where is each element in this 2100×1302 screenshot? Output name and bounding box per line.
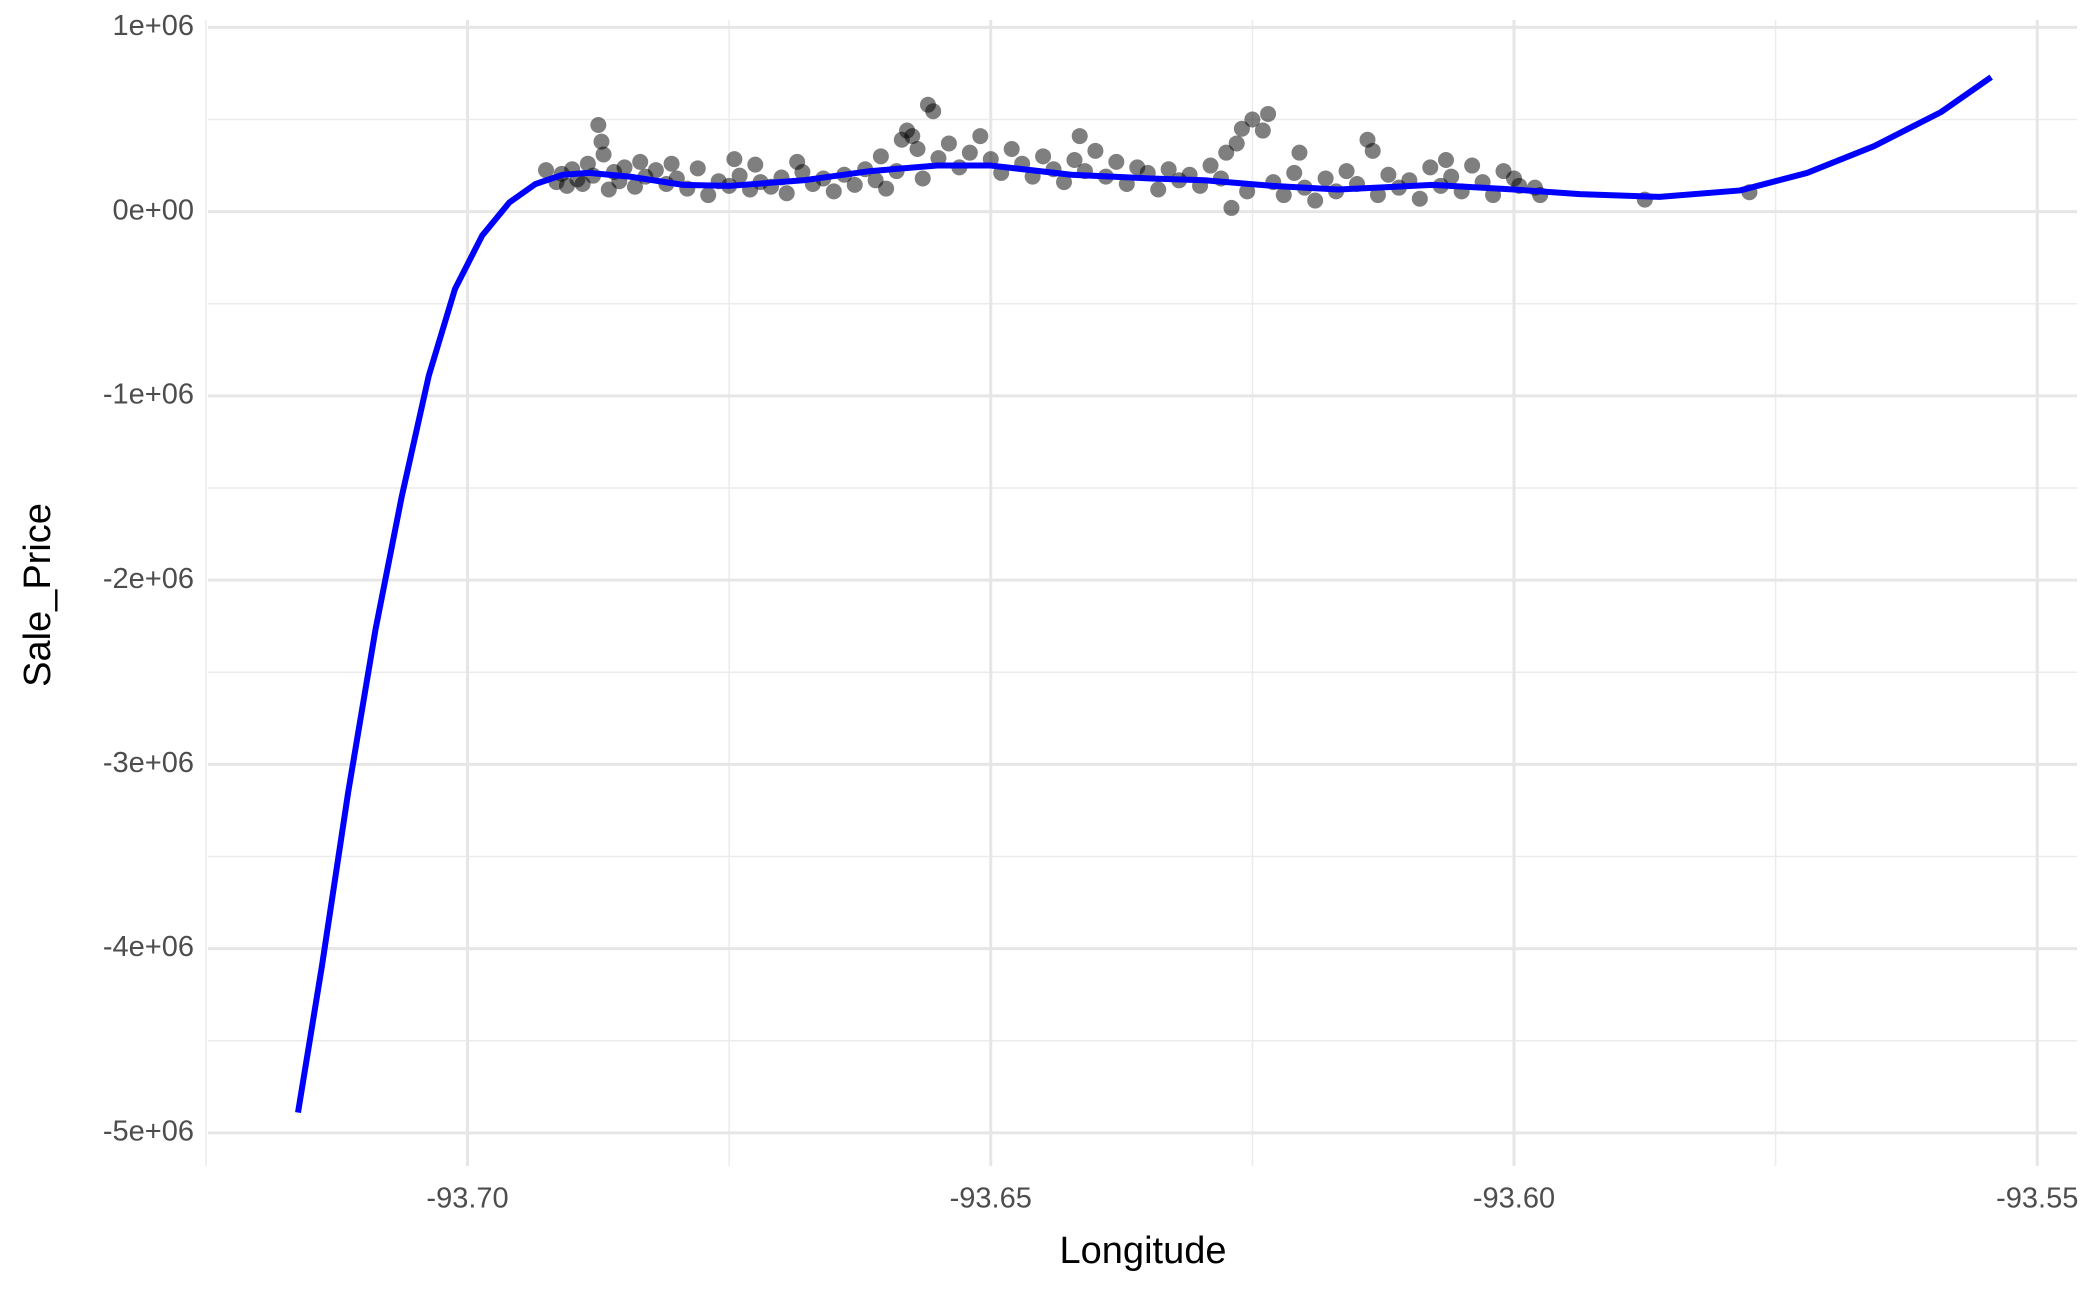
point	[1254, 122, 1271, 139]
point	[689, 160, 706, 177]
point	[1056, 174, 1073, 191]
point	[1202, 157, 1219, 174]
point	[731, 167, 748, 184]
grid	[205, 20, 2077, 1166]
point	[872, 148, 889, 165]
point	[1275, 187, 1292, 204]
point	[590, 117, 607, 134]
point	[1286, 164, 1303, 181]
point	[1437, 152, 1454, 169]
point	[794, 164, 811, 181]
point	[878, 180, 895, 197]
y-axis-title: Sale_Price	[17, 503, 59, 687]
point	[1338, 163, 1355, 180]
marks	[295, 74, 1993, 1114]
point	[1369, 187, 1386, 204]
x-tick-label: -93.60	[1473, 1183, 1555, 1215]
point	[1244, 111, 1261, 128]
point	[1260, 105, 1277, 122]
point	[1087, 142, 1104, 159]
y-tick-label: -2e+06	[103, 563, 194, 595]
point	[579, 155, 596, 172]
point	[961, 144, 978, 161]
point	[632, 153, 649, 170]
point	[1307, 192, 1324, 209]
point	[616, 159, 633, 176]
x-axis-title: Longitude	[1060, 1230, 1227, 1272]
x-tick-label: -93.70	[426, 1183, 508, 1215]
point	[1317, 170, 1334, 187]
point	[1066, 152, 1083, 169]
point	[626, 178, 643, 195]
point	[925, 103, 942, 120]
point	[1291, 144, 1308, 161]
y-tick-label: -3e+06	[103, 747, 194, 779]
y-tick-label: -4e+06	[103, 931, 194, 963]
point	[1443, 168, 1460, 185]
point	[940, 135, 957, 152]
point	[930, 150, 947, 167]
point	[595, 146, 612, 163]
point	[1228, 135, 1245, 152]
point	[914, 170, 931, 187]
y-tick-label: 1e+06	[113, 10, 194, 42]
point	[647, 162, 664, 179]
point	[1218, 144, 1235, 161]
point	[1160, 161, 1177, 178]
y-tick-label: -1e+06	[103, 379, 194, 411]
point	[1380, 166, 1397, 183]
point	[663, 155, 680, 172]
point	[700, 187, 717, 204]
y-tick-label: 0e+00	[113, 194, 194, 226]
point	[1035, 148, 1052, 165]
point	[1464, 157, 1481, 174]
point	[1003, 140, 1020, 157]
point	[1239, 183, 1256, 200]
point	[1422, 159, 1439, 176]
point	[825, 183, 842, 200]
point	[538, 162, 555, 179]
point	[1233, 120, 1250, 137]
point	[747, 156, 764, 173]
point	[972, 128, 989, 145]
point	[909, 140, 926, 157]
x-tick-label: -93.55	[1996, 1183, 2078, 1215]
point	[1071, 128, 1088, 145]
point	[1223, 199, 1240, 216]
point	[904, 128, 921, 145]
point	[726, 151, 743, 168]
point	[1108, 153, 1125, 170]
fit-line	[295, 74, 1993, 1114]
x-tick-label: -93.65	[950, 1183, 1032, 1215]
point	[1411, 190, 1428, 207]
point	[846, 176, 863, 193]
y-tick-label: -5e+06	[103, 1115, 194, 1147]
point	[778, 185, 795, 202]
point	[1364, 142, 1381, 159]
point	[593, 133, 610, 150]
point	[1150, 181, 1167, 198]
